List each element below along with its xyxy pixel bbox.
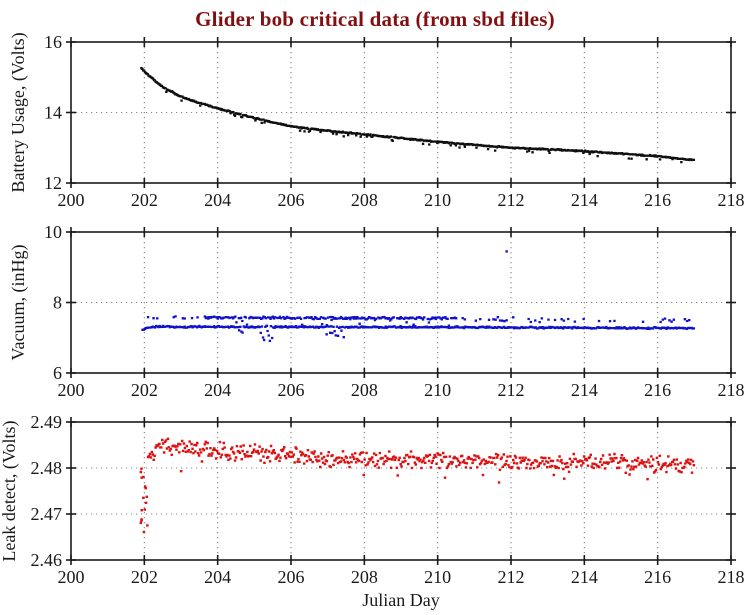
svg-text:204: 204 [204,380,231,400]
svg-text:6: 6 [53,363,62,383]
svg-text:10: 10 [44,222,62,242]
svg-text:216: 216 [644,567,671,587]
vacuum_upper_band_sparse_early-points [146,315,207,320]
vacuum-tick-labels: 200 202 204 206 208 210 212 214 216 218 6 8 10 [44,222,745,400]
svg-text:204: 204 [204,567,231,587]
vacuum-y-axis-label: Vacuum, (inHg) [8,245,29,361]
svg-text:16: 16 [44,32,62,52]
svg-text:212: 212 [498,567,525,587]
svg-text:216: 216 [644,380,671,400]
svg-text:206: 206 [278,380,305,400]
leak-detect-tick-labels: 200 202 204 206 208 210 212 214 216 218 2.46 2.47 2.… [31,412,745,587]
svg-text:200: 200 [58,380,85,400]
battery-usage-y-axis-label: Battery Usage, (Volts) [8,32,29,192]
svg-text:208: 208 [351,190,378,210]
vacuum_lower_band-points [141,324,696,343]
svg-text:202: 202 [131,567,158,587]
svg-text:218: 218 [718,380,745,400]
leak-detect-y-axis-label: Leak detect, (Volts) [0,420,20,561]
svg-text:202: 202 [131,190,158,210]
svg-text:12: 12 [44,173,62,193]
svg-text:2.47: 2.47 [31,504,63,524]
svg-text:218: 218 [718,190,745,210]
battery-usage-subplot: 200 202 204 206 208 210 212 214 216 218 12 14 16 Batt… [8,32,745,210]
vacuum_upper_band_sparse_late-points [454,316,691,324]
leak-detect-grid [71,422,731,560]
svg-text:200: 200 [58,190,85,210]
battery_volts-points [140,67,696,164]
svg-text:14: 14 [44,103,62,123]
svg-text:206: 206 [278,190,305,210]
svg-text:200: 200 [58,567,85,587]
chart-title: Glider bob critical data (from sbd files… [195,7,555,31]
svg-text:206: 206 [278,567,305,587]
svg-text:218: 218 [718,567,745,587]
svg-text:210: 210 [424,380,451,400]
svg-text:208: 208 [351,567,378,587]
svg-text:2.46: 2.46 [31,550,63,570]
svg-text:210: 210 [424,567,451,587]
svg-text:214: 214 [571,190,598,210]
battery-usage-axes [66,37,736,188]
vacuum-grid [71,232,731,373]
vacuum-subplot: 200 202 204 206 208 210 212 214 216 218 6 8 10 Vacuum… [8,222,745,400]
leak_startup_ramp-points [139,467,149,534]
svg-text:202: 202 [131,380,158,400]
svg-text:216: 216 [644,190,671,210]
battery-usage-tick-labels: 200 202 204 206 208 210 212 214 216 218 12 14 16 [44,32,745,210]
svg-text:214: 214 [571,380,598,400]
svg-text:204: 204 [204,190,231,210]
svg-text:8: 8 [53,293,62,313]
vacuum-axes [66,227,736,378]
svg-text:2.48: 2.48 [31,458,63,478]
svg-text:210: 210 [424,190,451,210]
svg-text:212: 212 [498,380,525,400]
leak-detect-axes [66,417,736,565]
svg-text:212: 212 [498,190,525,210]
vacuum_upper_band_dense-points [204,315,458,327]
leak_volts-points [146,437,696,484]
svg-text:214: 214 [571,567,598,587]
svg-text:2.49: 2.49 [31,412,63,432]
svg-text:208: 208 [351,380,378,400]
x-axis-label: Julian Day [362,590,439,610]
leak-detect-subplot: 200 202 204 206 208 210 212 214 216 218 2.46 2.47 2.… [0,412,745,587]
battery-usage-grid [71,42,731,183]
